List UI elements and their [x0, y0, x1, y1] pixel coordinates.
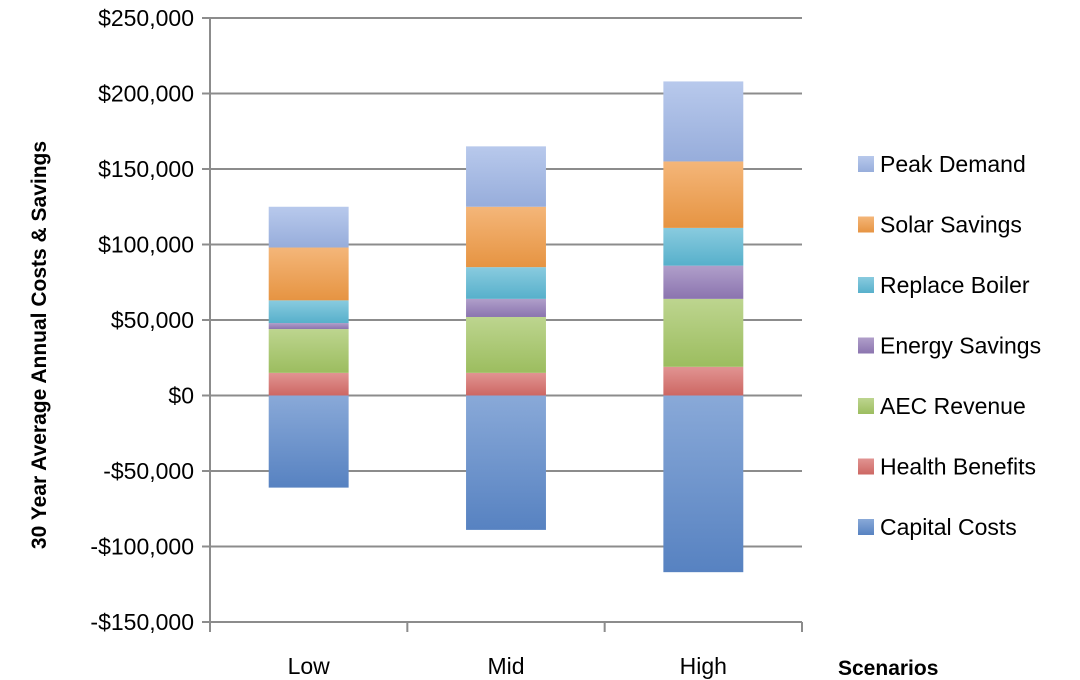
bar-aec-revenue-low — [268, 329, 349, 373]
bar-aec-revenue-high — [663, 298, 744, 367]
x-axis-title: Scenarios — [838, 657, 938, 680]
legend-swatch — [858, 519, 874, 535]
bar-replace-boiler-high — [663, 227, 744, 266]
legend-swatch — [858, 337, 874, 354]
y-tick-label: -$50,000 — [103, 458, 194, 484]
legend-swatch — [858, 458, 874, 475]
bar-replace-boiler-mid — [466, 267, 546, 299]
bar-energy-savings-mid — [466, 298, 546, 317]
y-tick-label: -$150,000 — [90, 609, 194, 635]
bar-replace-boiler-low — [268, 300, 349, 324]
bar-capital-costs-mid — [466, 395, 546, 530]
bar-solar-savings-mid — [466, 206, 546, 268]
legend: Peak Demand Solar Savings Replace Boiler En… — [858, 151, 1041, 540]
legend-label: Energy Savings — [880, 333, 1041, 359]
y-axis-title: 30 Year Average Annual Costs & Savings — [28, 141, 51, 549]
bar-health-benefits-low — [268, 372, 349, 396]
y-axis: $250,000 $200,000 $150,000 $100,000 $50,000 $… — [90, 5, 211, 635]
bar-peak-demand-low — [268, 206, 349, 248]
legend-label: AEC Revenue — [880, 393, 1026, 419]
legend-swatch — [858, 216, 874, 233]
legend-swatch — [858, 277, 874, 293]
legend-label: Solar Savings — [880, 212, 1022, 238]
y-tick-label: -$100,000 — [90, 534, 194, 560]
bar-energy-savings-low — [268, 323, 349, 330]
y-tick-label: $0 — [168, 383, 194, 409]
legend-label: Capital Costs — [880, 514, 1017, 540]
y-tick-label: $200,000 — [98, 81, 194, 107]
category-label: Mid — [487, 653, 524, 679]
bar-capital-costs-low — [268, 395, 349, 488]
legend-swatch — [858, 398, 874, 414]
bar-aec-revenue-mid — [466, 316, 546, 373]
y-tick-label: $50,000 — [111, 307, 194, 333]
legend-label: Replace Boiler — [880, 272, 1030, 298]
x-axis: Low Mid High — [209, 622, 803, 679]
bar-solar-savings-high — [663, 161, 744, 228]
category-label: Low — [288, 653, 331, 679]
bar-peak-demand-high — [663, 81, 744, 162]
bar-capital-costs-high — [663, 395, 744, 573]
y-tick-label: $100,000 — [98, 232, 194, 258]
legend-swatch — [858, 156, 874, 172]
bars — [268, 81, 744, 573]
category-label: High — [680, 653, 727, 679]
bar-energy-savings-high — [663, 265, 744, 299]
bar-health-benefits-high — [663, 366, 744, 396]
bar-health-benefits-mid — [466, 372, 546, 396]
legend-label: Peak Demand — [880, 151, 1026, 177]
y-tick-label: $150,000 — [98, 156, 194, 182]
bar-solar-savings-low — [268, 247, 349, 301]
bar-peak-demand-mid — [466, 146, 546, 207]
y-tick-label: $250,000 — [98, 5, 194, 31]
legend-label: Health Benefits — [880, 454, 1036, 480]
